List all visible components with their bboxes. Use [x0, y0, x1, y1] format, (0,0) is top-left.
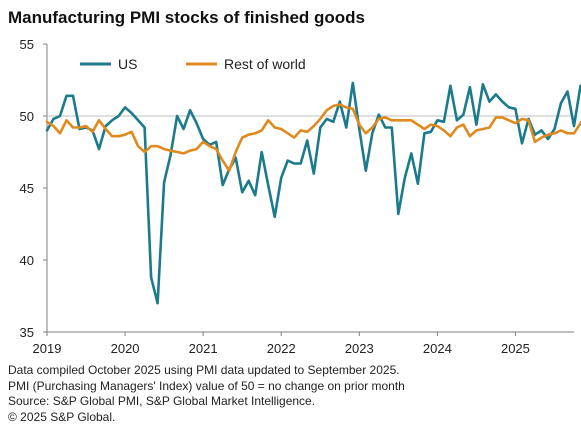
series-line-rest-of-world [45, 103, 581, 172]
chart-notes: Data compiled October 2025 using PMI dat… [8, 363, 405, 425]
x-tick-label: 2023 [345, 341, 374, 356]
note-data-compiled: Data compiled October 2025 using PMI dat… [8, 363, 400, 377]
x-tick-label: 2025 [501, 341, 530, 356]
x-tick-label: 2021 [189, 341, 218, 356]
note-copyright: © 2025 S&P Global. [8, 409, 116, 424]
chart-axes: 35 40 45 50 55 2019 2020 2021 2022 2023 2024 2025 [20, 37, 574, 356]
legend-label-us: US [118, 56, 137, 72]
chart-title: Manufacturing PMI stocks of finished goo… [8, 8, 366, 27]
chart-legend: US Rest of world [80, 56, 306, 72]
x-tick-label: 2019 [33, 341, 62, 356]
legend-label-rest-of-world: Rest of world [224, 56, 306, 72]
x-tick-label: 2024 [423, 341, 452, 356]
note-pmi-definition: PMI (Purchasing Managers' Index) value o… [8, 378, 405, 393]
chart-series-layer [45, 81, 581, 305]
y-tick-label: 35 [20, 325, 34, 340]
y-tick-label: 50 [20, 109, 34, 124]
series-line-us [45, 81, 581, 305]
x-tick-label: 2022 [267, 341, 296, 356]
y-tick-label: 55 [20, 37, 34, 52]
y-tick-label: 40 [20, 253, 34, 268]
note-source: Source: S&P Global PMI, S&P Global Marke… [8, 394, 316, 408]
x-tick-label: 2020 [111, 341, 140, 356]
y-tick-label: 45 [20, 181, 34, 196]
